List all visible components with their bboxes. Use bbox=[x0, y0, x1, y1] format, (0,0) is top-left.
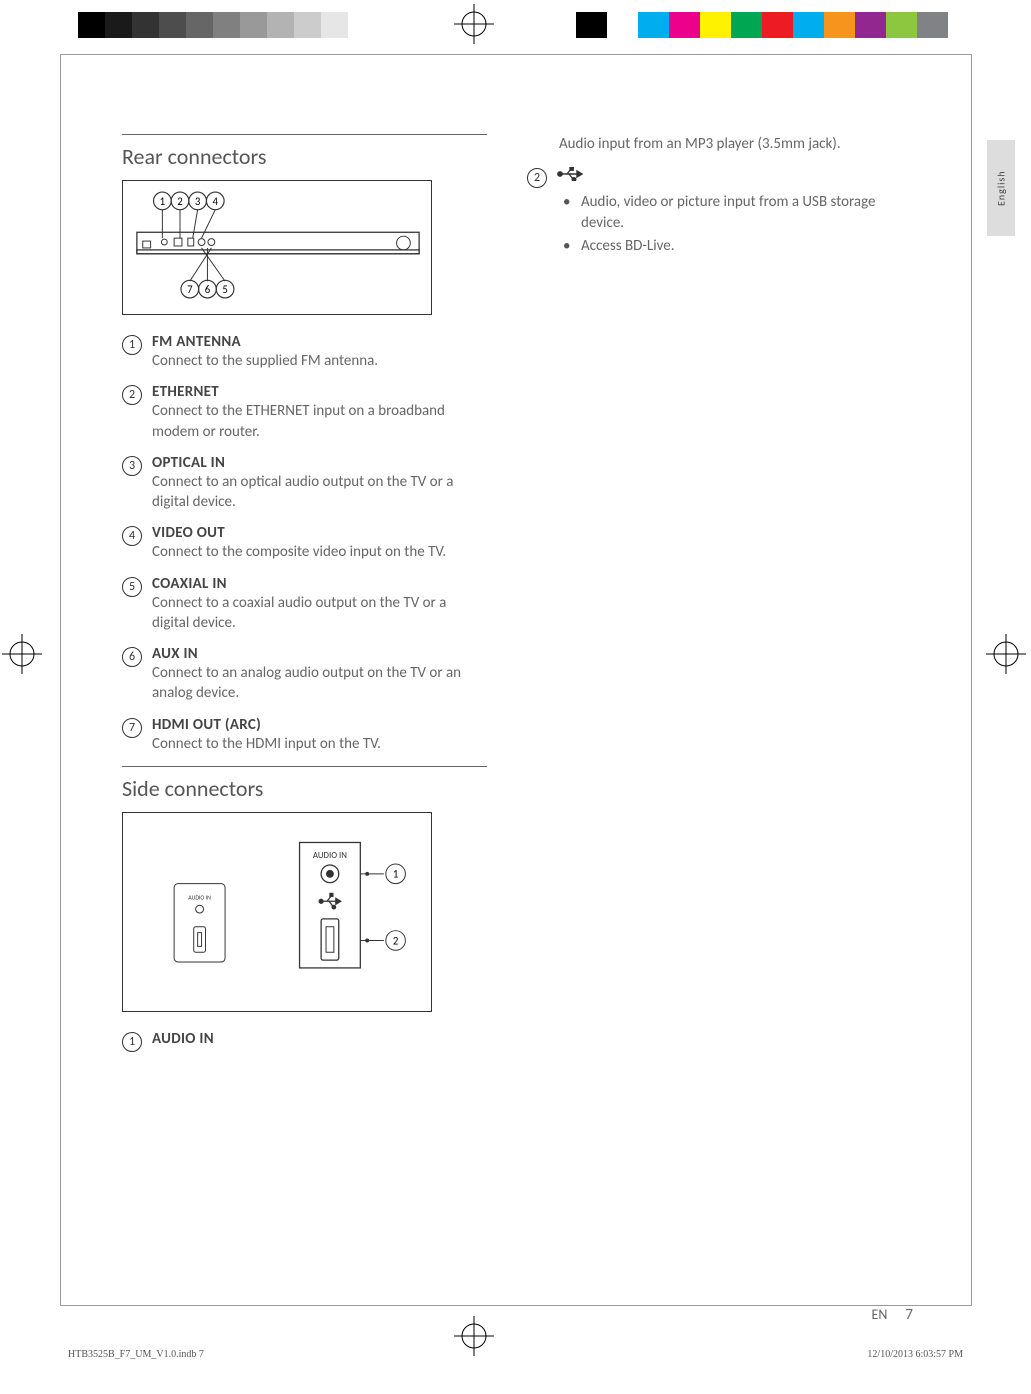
swatch bbox=[607, 12, 638, 38]
svg-text:1: 1 bbox=[393, 868, 398, 881]
slug-left: HTB3525B_F7_UM_V1.0.indb 7 bbox=[68, 1349, 204, 1360]
callout-ring: 2 bbox=[122, 385, 142, 405]
grayscale-bar bbox=[78, 12, 378, 38]
page-footer: EN 7 bbox=[872, 1306, 913, 1324]
connector-item: 7 HDMI OUT (ARC) Connect to the HDMI inp… bbox=[122, 716, 487, 754]
swatch bbox=[762, 12, 793, 38]
swatch bbox=[213, 12, 240, 38]
usb-item: 2 Audio, video or picture input from a U… bbox=[527, 166, 892, 259]
connector-desc: Connect to an optical audio output on th… bbox=[152, 472, 487, 513]
footer-page: 7 bbox=[905, 1306, 913, 1324]
svg-text:1: 1 bbox=[160, 195, 165, 208]
right-column: Audio input from an MP3 player (3.5mm ja… bbox=[527, 134, 892, 1064]
callout-ring: 2 bbox=[527, 168, 547, 188]
connector-desc: Connect to the ETHERNET input on a broad… bbox=[152, 401, 487, 442]
swatch bbox=[669, 12, 700, 38]
swatch bbox=[294, 12, 321, 38]
connector-desc: Connect to an analog audio output on the… bbox=[152, 663, 487, 704]
svg-text:2: 2 bbox=[177, 195, 182, 208]
swatch bbox=[824, 12, 855, 38]
svg-text:3: 3 bbox=[195, 195, 201, 208]
swatch bbox=[78, 12, 105, 38]
connector-item: 1 FM ANTENNA Connect to the supplied FM … bbox=[122, 333, 487, 371]
callout-ring: 6 bbox=[122, 647, 142, 667]
swatch bbox=[576, 12, 607, 38]
bullet-item: Access BD-Live. bbox=[557, 236, 892, 257]
registration-mark bbox=[986, 634, 1026, 674]
swatch bbox=[132, 12, 159, 38]
swatch bbox=[731, 12, 762, 38]
connector-item: 5 COAXIAL IN Connect to a coaxial audio … bbox=[122, 575, 487, 634]
swatch bbox=[700, 12, 731, 38]
callout-ring: 3 bbox=[122, 456, 142, 476]
audio-in-desc: Audio input from an MP3 player (3.5mm ja… bbox=[527, 134, 892, 154]
svg-text:2: 2 bbox=[393, 934, 398, 947]
side-small-label: AUDIO IN bbox=[188, 893, 211, 901]
callout-ring: 7 bbox=[122, 718, 142, 738]
callout-ring: 4 bbox=[122, 526, 142, 546]
connector-title: HDMI OUT (ARC) bbox=[152, 716, 487, 734]
swatch bbox=[186, 12, 213, 38]
swatch bbox=[348, 12, 375, 38]
rear-title: Rear connectors bbox=[122, 134, 487, 170]
bullet-item: Audio, video or picture input from a USB… bbox=[557, 192, 892, 234]
svg-text:5: 5 bbox=[222, 283, 227, 296]
connector-desc: Connect to a coaxial audio output on the… bbox=[152, 593, 487, 634]
connector-title: ETHERNET bbox=[152, 383, 487, 401]
side-diagram: AUDIO IN AUDIO IN bbox=[122, 812, 432, 1012]
callout-ring: 5 bbox=[122, 577, 142, 597]
svg-text:6: 6 bbox=[205, 283, 211, 296]
usb-icon bbox=[557, 167, 587, 186]
footer-lang: EN bbox=[872, 1306, 888, 1323]
swatch bbox=[793, 12, 824, 38]
registration-mark bbox=[454, 4, 494, 44]
connector-title: VIDEO OUT bbox=[152, 524, 487, 542]
connector-title: FM ANTENNA bbox=[152, 333, 487, 351]
swatch bbox=[240, 12, 267, 38]
svg-text:7: 7 bbox=[187, 283, 193, 296]
side-title: Side connectors bbox=[122, 766, 487, 802]
connector-item: 4 VIDEO OUT Connect to the composite vid… bbox=[122, 524, 487, 562]
left-column: Rear connectors 1234 bbox=[122, 134, 487, 1064]
svg-text:4: 4 bbox=[213, 195, 219, 208]
swatch bbox=[855, 12, 886, 38]
language-tab: English bbox=[987, 140, 1015, 236]
callout-ring: 1 bbox=[122, 1032, 142, 1052]
connector-item: 3 OPTICAL IN Connect to an optical audio… bbox=[122, 454, 487, 513]
page-content: Rear connectors 1234 bbox=[122, 134, 912, 1064]
registration-mark bbox=[2, 634, 42, 674]
connector-desc: Connect to the HDMI input on the TV. bbox=[152, 734, 487, 754]
swatch bbox=[321, 12, 348, 38]
connector-item: 6 AUX IN Connect to an analog audio outp… bbox=[122, 645, 487, 704]
connector-item: 2 ETHERNET Connect to the ETHERNET input… bbox=[122, 383, 487, 442]
swatch bbox=[638, 12, 669, 38]
rear-diagram: 1234 765 bbox=[122, 180, 432, 315]
connector-title: AUX IN bbox=[152, 645, 487, 663]
side-panel-label: AUDIO IN bbox=[313, 851, 347, 861]
callout-ring: 1 bbox=[122, 335, 142, 355]
swatch bbox=[105, 12, 132, 38]
swatch bbox=[159, 12, 186, 38]
registration-mark bbox=[454, 1316, 494, 1356]
connector-item: 1 AUDIO IN bbox=[122, 1030, 487, 1052]
connector-title: COAXIAL IN bbox=[152, 575, 487, 593]
connector-desc: Connect to the composite video input on … bbox=[152, 542, 487, 562]
connector-title: OPTICAL IN bbox=[152, 454, 487, 472]
connector-title: AUDIO IN bbox=[152, 1030, 487, 1048]
swatch bbox=[917, 12, 948, 38]
connector-desc: Connect to the supplied FM antenna. bbox=[152, 351, 487, 371]
color-bar bbox=[576, 12, 956, 38]
swatch bbox=[267, 12, 294, 38]
slug-right: 12/10/2013 6:03:57 PM bbox=[867, 1349, 963, 1360]
swatch bbox=[886, 12, 917, 38]
